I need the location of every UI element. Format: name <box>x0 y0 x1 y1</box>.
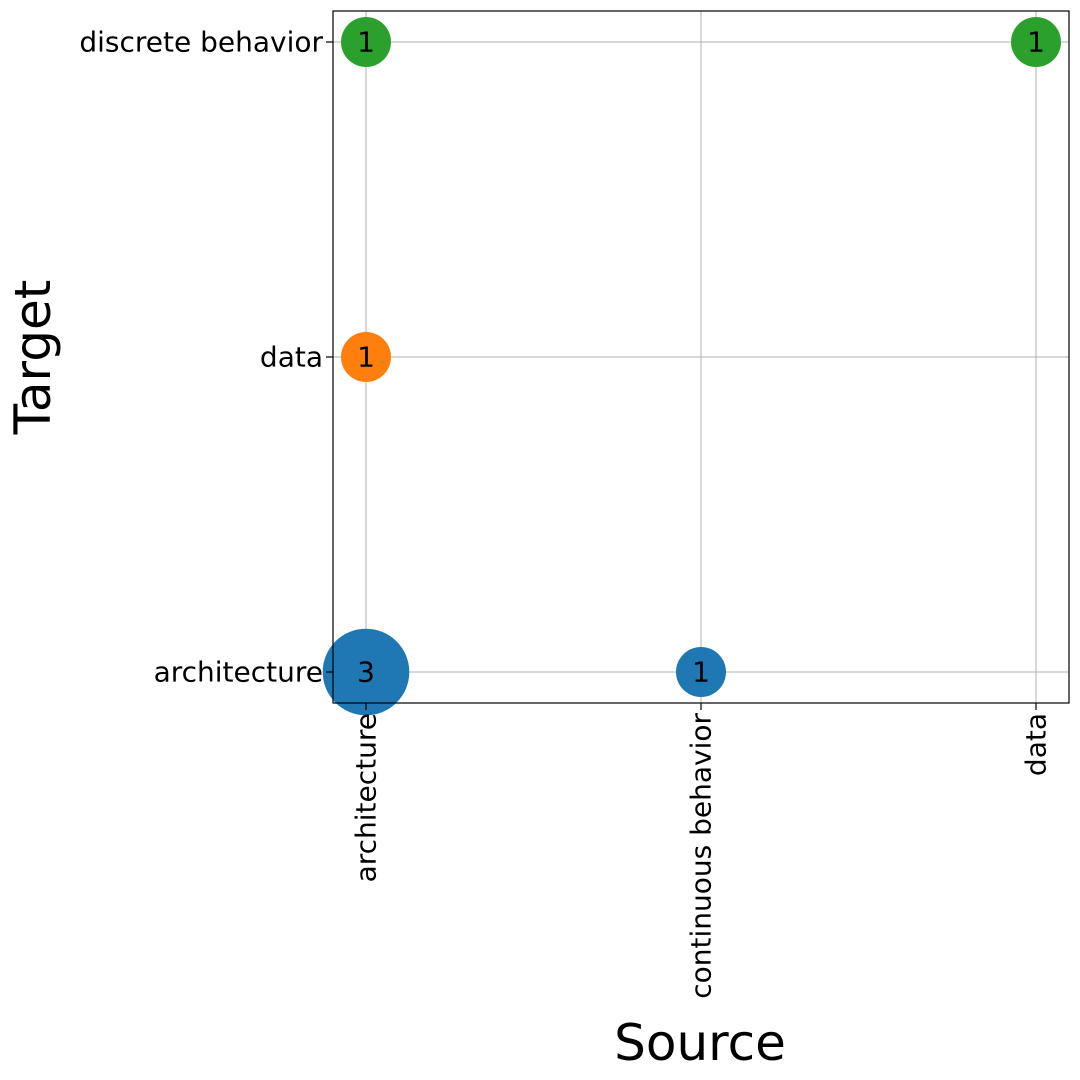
x-tick-label: architecture <box>350 713 383 882</box>
grid <box>333 11 1069 703</box>
bubble-value-label: 3 <box>357 656 375 689</box>
bubble-value-label: 1 <box>692 656 710 689</box>
x-axis-title: Source <box>614 1014 786 1072</box>
bubble <box>341 17 391 67</box>
y-tick-label: discrete behavior <box>79 26 323 59</box>
y-axis-title: Target <box>4 280 62 436</box>
bubble-value-label: 1 <box>357 341 375 374</box>
bubble-value-label: 1 <box>357 26 375 59</box>
x-tick-label: continuous behavior <box>685 713 718 999</box>
x-tick-label: data <box>1020 713 1053 776</box>
bubble <box>341 332 391 382</box>
bubble <box>1011 17 1061 67</box>
y-tick-label: architecture <box>154 656 323 689</box>
y-tick-label: data <box>260 341 323 374</box>
bubble <box>322 628 410 716</box>
bubble <box>676 647 726 697</box>
bubble-value-label: 1 <box>1027 26 1045 59</box>
bubbles: 3 1 1 1 1 <box>322 17 1061 716</box>
ticks: architecture continuous behavior data archi… <box>79 26 1052 999</box>
